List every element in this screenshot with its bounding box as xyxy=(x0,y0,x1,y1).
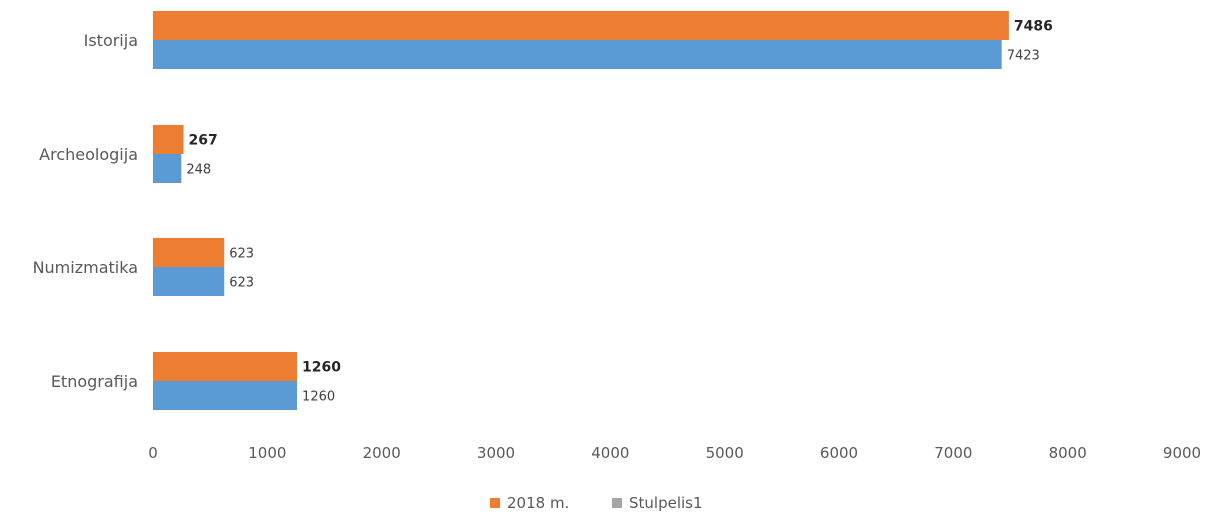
x-tick-label: 0 xyxy=(148,444,158,462)
bars-group xyxy=(153,11,1009,410)
data-label: 248 xyxy=(186,163,211,178)
category-label: Numizmatika xyxy=(33,258,138,277)
x-tick-label: 2000 xyxy=(363,444,401,462)
legend: 2018 m. Stulpelis1 xyxy=(490,494,703,512)
category-label: Etnografija xyxy=(51,372,138,391)
x-tick-label: 5000 xyxy=(706,444,744,462)
data-labels: 7486 7423 267 248 623 623 1260 1260 xyxy=(186,19,1053,405)
x-tick-label: 4000 xyxy=(591,444,629,462)
data-label: 623 xyxy=(229,247,254,262)
legend-label: 2018 m. xyxy=(507,494,569,512)
legend-label: Stulpelis1 xyxy=(629,494,703,512)
bar-series2 xyxy=(153,381,297,410)
data-label: 1260 xyxy=(302,390,335,405)
data-label: 623 xyxy=(229,276,254,291)
x-tick-label: 8000 xyxy=(1049,444,1087,462)
bar-series1 xyxy=(153,125,184,154)
category-label: Istorija xyxy=(84,31,138,50)
bar-series1 xyxy=(153,11,1009,40)
category-label: Archeologija xyxy=(39,145,138,164)
data-label: 7423 xyxy=(1007,49,1040,64)
data-label: 267 xyxy=(189,133,218,149)
x-tick-label: 6000 xyxy=(820,444,858,462)
bar-series1 xyxy=(153,352,297,381)
bar-series2 xyxy=(153,40,1002,69)
bar-series2 xyxy=(153,267,224,296)
x-tick-label: 9000 xyxy=(1163,444,1201,462)
x-tick-label: 7000 xyxy=(934,444,972,462)
bar-series1 xyxy=(153,238,224,267)
legend-swatch xyxy=(490,498,500,508)
legend-swatch xyxy=(612,498,622,508)
data-label: 7486 xyxy=(1014,19,1053,35)
data-label: 1260 xyxy=(302,360,341,376)
x-tick-label: 3000 xyxy=(477,444,515,462)
category-labels: Istorija Archeologija Numizmatika Etnografi… xyxy=(33,31,138,391)
x-axis-tick-labels: 0 1000 2000 3000 4000 5000 6000 7000 8000 9000 xyxy=(148,444,1201,462)
bar-series2 xyxy=(153,154,181,183)
x-tick-label: 1000 xyxy=(248,444,286,462)
